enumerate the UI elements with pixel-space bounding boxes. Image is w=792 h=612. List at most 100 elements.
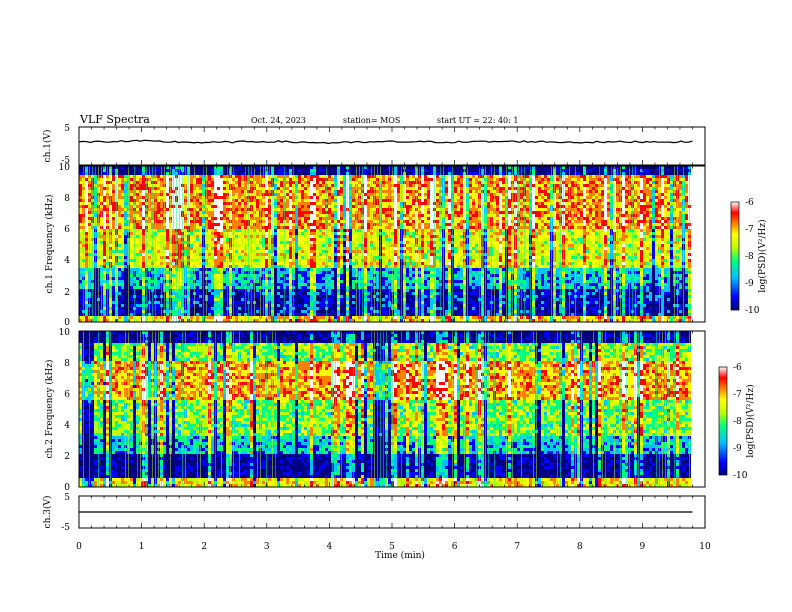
ch1-spectrogram-cell [130, 295, 133, 298]
ch1-spectrogram-cell [103, 256, 106, 259]
ch1-spectrogram-cell [85, 283, 88, 286]
ch1-spectrogram-cell [103, 304, 106, 307]
ch1-spectrogram-cell [112, 232, 115, 235]
ch1-spectrogram-cell [136, 214, 139, 217]
ch1-spectrogram-cell [190, 292, 193, 295]
ch1-spectrogram-cell [157, 169, 160, 172]
ch1-spectrogram-cell [124, 307, 127, 310]
ch1-spectrogram-cell [139, 274, 142, 277]
ch1-spectrogram-cell [130, 190, 133, 193]
ch1-spectrogram-cell [121, 199, 124, 202]
ch1-spectrogram-cell [139, 241, 142, 244]
ch1-spectrogram-cell [118, 316, 121, 319]
ch1-spectrogram-cell [190, 304, 193, 307]
ch1-spectrogram-cell [124, 316, 127, 319]
ch1-spectrogram-cell [121, 250, 124, 253]
ch1-spectrogram-cell [142, 265, 145, 268]
ch1-spectrogram-cell [112, 274, 115, 277]
ch1-spectrogram-cell [190, 181, 193, 184]
ch1-spectrogram-cell [142, 220, 145, 223]
ch1-spectrogram-cell [136, 268, 139, 271]
ch1-spectrogram-cell [142, 187, 145, 190]
ch1-spectrogram-cell [112, 214, 115, 217]
ch1-spectrogram-cell [85, 193, 88, 196]
ch1-spectrogram-cell [121, 307, 124, 310]
ch1-spectrogram-cell [112, 316, 115, 319]
ch1-spectrogram-cell [85, 310, 88, 313]
ch1-spectrogram-cell [118, 202, 121, 205]
ch1-spectrogram-cell [130, 274, 133, 277]
ch1-spectrogram-cell [112, 223, 115, 226]
ch1-spectrogram-cell [136, 172, 139, 175]
ch1-spectrogram-cell [157, 271, 160, 274]
ch1-spectrogram-cell [166, 274, 169, 277]
ch1-spectrogram-cell [112, 211, 115, 214]
ch1-spectrogram-cell [118, 280, 121, 283]
ch1-spectrogram-cell [85, 181, 88, 184]
ch1-spectrogram-cell [85, 253, 88, 256]
ch1-spectrogram-cell [157, 199, 160, 202]
ch1-spectrogram-cell [142, 262, 145, 265]
ch1-spectrogram-cell [136, 295, 139, 298]
ch1-spectrogram-cell [85, 259, 88, 262]
ch1-spectrogram-cell [136, 184, 139, 187]
ch1-spectrogram-cell [139, 211, 142, 214]
ch1-spectrogram-cell [118, 310, 121, 313]
ch1-spectrogram-cell [85, 172, 88, 175]
ch1-spectrogram-cell [103, 280, 106, 283]
ch1-spectrogram-cell [130, 184, 133, 187]
ch1-spectrogram-cell [166, 304, 169, 307]
ch1-spectrogram-cell [136, 289, 139, 292]
ch1-spectrogram-cell [130, 277, 133, 280]
ch1-spectrogram-cell [130, 310, 133, 313]
ch1-spectrogram-cell [190, 295, 193, 298]
ch1-spectrogram-cell [124, 283, 127, 286]
ch1-spectrogram-cell [112, 178, 115, 181]
ch1-spectrogram-cell [139, 301, 142, 304]
ch1-spectrogram-cell [112, 190, 115, 193]
ch1-spectrogram-cell [85, 271, 88, 274]
ch1-spectrogram-cell [121, 298, 124, 301]
ch1-spectrogram-cell [118, 184, 121, 187]
ch1-spectrogram-cell [166, 226, 169, 229]
ch1-spectrogram-cell [103, 190, 106, 193]
ch1-spectrogram-cell [130, 253, 133, 256]
ch1-spectrogram-cell [190, 187, 193, 190]
ch1-spectrogram-cell [139, 235, 142, 238]
ch1-spectrogram-cell [190, 241, 193, 244]
ch1-spectrogram-cell [130, 226, 133, 229]
ch1-spectrogram-cell [136, 301, 139, 304]
ch1-spectrogram-cell [166, 268, 169, 271]
ch1-spectrogram-cell [112, 292, 115, 295]
ch1-spectrogram-cell [136, 280, 139, 283]
ch1-spectrogram-cell [118, 268, 121, 271]
ch1-spectrogram-cell [130, 301, 133, 304]
ch1-spectrogram-cell [142, 259, 145, 262]
ch1-spectrogram-cell [166, 247, 169, 250]
ch1-spectrogram-cell [142, 226, 145, 229]
ch1-spectrogram-cell [118, 271, 121, 274]
ch1-spectrogram-cell [121, 235, 124, 238]
ch1-spectrogram-cell [85, 289, 88, 292]
ch1-spectrogram-cell [157, 286, 160, 289]
ch1-spectrogram-image [79, 166, 705, 322]
ch1-spectrogram-cell [130, 271, 133, 274]
ch1-spectrogram-cell [142, 235, 145, 238]
ch1-spectrogram-cell [136, 292, 139, 295]
ch1-spectrogram-cell [118, 220, 121, 223]
ch1-spectrogram-cell [166, 181, 169, 184]
ch1-spectrogram-cell [85, 217, 88, 220]
ch1-spectrogram-cell [124, 220, 127, 223]
ch1-spectrogram-cell [139, 280, 142, 283]
ch1-spectrogram-cell [118, 208, 121, 211]
ch1-spectrogram-cell [121, 181, 124, 184]
ch1-spectrogram-cell [157, 292, 160, 295]
ch1-spectrogram-cell [166, 253, 169, 256]
ch1-spectrogram-cell [121, 268, 124, 271]
ch1-spectrogram-cell [118, 304, 121, 307]
ch1-spectrogram-cell [124, 187, 127, 190]
ch1-spectrogram-cell [190, 220, 193, 223]
ch1-spectrogram-cell [142, 175, 145, 178]
ch1-spectrogram-cell [166, 286, 169, 289]
ch1-spectrogram-cell [157, 304, 160, 307]
